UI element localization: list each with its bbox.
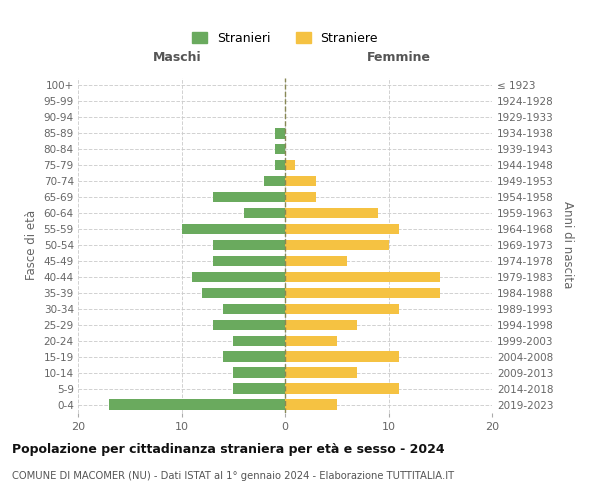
Bar	[285, 400, 337, 409]
Bar	[275, 144, 285, 154]
Y-axis label: Fasce di età: Fasce di età	[25, 210, 38, 280]
Bar	[285, 240, 389, 250]
Bar	[202, 288, 285, 298]
Bar	[285, 160, 295, 170]
Bar	[192, 272, 285, 282]
Bar	[233, 368, 285, 378]
Bar	[285, 288, 440, 298]
Bar	[285, 224, 399, 234]
Bar	[285, 304, 399, 314]
Bar	[275, 128, 285, 138]
Bar	[212, 192, 285, 202]
Text: COMUNE DI MACOMER (NU) - Dati ISTAT al 1° gennaio 2024 - Elaborazione TUTTITALIA: COMUNE DI MACOMER (NU) - Dati ISTAT al 1…	[12, 471, 454, 481]
Bar	[212, 256, 285, 266]
Bar	[285, 320, 358, 330]
Bar	[223, 352, 285, 362]
Bar	[244, 208, 285, 218]
Bar	[285, 272, 440, 282]
Bar	[285, 208, 378, 218]
Text: Femmine: Femmine	[367, 51, 431, 64]
Bar	[233, 336, 285, 346]
Bar	[265, 176, 285, 186]
Legend: Stranieri, Straniere: Stranieri, Straniere	[187, 27, 383, 50]
Bar	[285, 368, 358, 378]
Bar	[285, 256, 347, 266]
Bar	[285, 336, 337, 346]
Bar	[212, 240, 285, 250]
Bar	[109, 400, 285, 409]
Bar	[212, 320, 285, 330]
Text: Maschi: Maschi	[152, 51, 202, 64]
Bar	[285, 176, 316, 186]
Bar	[285, 384, 399, 394]
Bar	[285, 352, 399, 362]
Bar	[275, 160, 285, 170]
Y-axis label: Anni di nascita: Anni di nascita	[562, 202, 574, 288]
Bar	[233, 384, 285, 394]
Bar	[285, 192, 316, 202]
Text: Popolazione per cittadinanza straniera per età e sesso - 2024: Popolazione per cittadinanza straniera p…	[12, 442, 445, 456]
Bar	[223, 304, 285, 314]
Bar	[182, 224, 285, 234]
